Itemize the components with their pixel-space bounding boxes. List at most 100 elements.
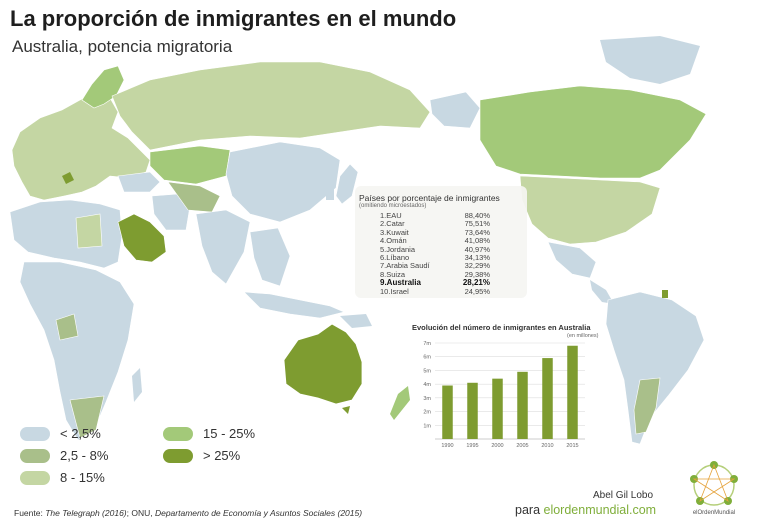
chart-ylabel: (en millones)	[567, 333, 599, 339]
russia-region	[111, 61, 431, 151]
bar	[467, 382, 478, 439]
ranking-country: 2.Catar	[380, 219, 405, 229]
x-tick-label: 2015	[566, 443, 578, 449]
map-subtitle: Australia, potencia migratoria	[12, 37, 233, 56]
greenland-region	[600, 36, 700, 84]
ranking-value: 24,95%	[464, 286, 490, 296]
legend-item: 8 - 15%	[20, 470, 105, 485]
legend-label: 8 - 15%	[60, 470, 105, 485]
bar	[542, 358, 553, 439]
switzerland-region	[62, 172, 74, 184]
ranking-country: 8.Suiza	[380, 269, 406, 279]
central-asia-region	[167, 181, 221, 213]
ranking-value: 34,13%	[464, 252, 490, 262]
ranking-country: 9.Australia	[380, 278, 421, 288]
ranking-country: 1.EAU	[380, 211, 402, 220]
ranking-value: 75,51%	[464, 219, 490, 229]
legend-swatch	[20, 426, 50, 441]
y-tick-label: 6m	[423, 355, 431, 361]
ranking-country: 10.Israel	[380, 286, 409, 296]
legend-item: 15 - 25%	[163, 426, 255, 441]
libya-region	[75, 213, 103, 249]
ranking-value: 73,64%	[464, 227, 490, 237]
immigrants-bar-chart: 1m 2m 3m 4m 5m 6m 7m 1990 1995 2000 2005 2010 2015	[423, 341, 585, 449]
french-guiana-region	[662, 290, 668, 298]
ranking-country: 7.Arabia Saudí	[380, 261, 430, 271]
ranking-row: 2.Catar 75,51%	[380, 219, 490, 229]
india-region	[195, 209, 251, 285]
australia-region	[283, 323, 363, 405]
site-link[interactable]: elordenmundial.com	[543, 503, 657, 517]
central-america-region	[590, 280, 614, 304]
chart-title: Evolución del número de inmigrantes en A…	[412, 323, 591, 332]
source-prefix: Fuente:	[14, 508, 46, 518]
bar	[492, 378, 503, 439]
y-tick-label: 4m	[423, 382, 431, 388]
ranking-value: 29,38%	[464, 269, 490, 279]
legend-label: > 25%	[203, 448, 241, 463]
japan-region	[335, 163, 359, 205]
legend-swatch	[20, 448, 50, 463]
kazakhstan-region	[149, 145, 231, 185]
bar	[442, 385, 453, 439]
legend-swatch	[163, 448, 193, 463]
bar	[517, 371, 528, 439]
site-credit: para elordenmundial.com	[515, 503, 656, 517]
x-tick-label: 2010	[541, 443, 553, 449]
new-zealand-region	[390, 386, 410, 420]
indonesia-region	[243, 291, 345, 319]
legend-swatch	[20, 470, 50, 485]
mexico-region	[547, 241, 597, 279]
argentina-region	[633, 377, 661, 435]
ranking-row: 6.Líbano 34,13%	[380, 252, 490, 262]
china-region	[225, 141, 341, 223]
south-america-region	[605, 291, 705, 445]
legend-item: 2,5 - 8%	[20, 448, 108, 463]
canada-region	[479, 85, 707, 179]
y-tick-label: 5m	[423, 368, 431, 374]
ranking-row: 1.EAU 88,40%	[380, 211, 490, 220]
ranking-country: 4.Omán	[380, 236, 407, 246]
x-tick-label: 1995	[466, 443, 478, 449]
ranking-value: 88,40%	[464, 211, 490, 220]
southeast-asia-region	[249, 227, 291, 287]
ranking-country: 5.Jordania	[380, 244, 416, 254]
ranking-row: 3.Kuwait 73,64%	[380, 227, 490, 237]
ranking-row: 8.Suiza 29,38%	[380, 269, 490, 279]
y-tick-label: 1m	[423, 423, 431, 429]
x-tick-label: 1990	[441, 443, 453, 449]
papua-region	[340, 314, 372, 328]
gabon-region	[55, 313, 79, 341]
usa-region	[519, 175, 661, 245]
bar	[567, 345, 578, 439]
ranking-value: 41,08%	[464, 236, 490, 246]
ranking-panel: Países por porcentaje de inmigrantes (om…	[355, 186, 527, 298]
ranking-value: 32,29%	[464, 261, 490, 271]
legend-item: > 25%	[163, 448, 240, 463]
ranking-subheading: (omitiendo microestados)	[359, 203, 427, 209]
ranking-row: 4.Omán 41,08%	[380, 236, 490, 246]
elordenmundial-logo: elOrdenMundial	[690, 461, 738, 516]
map-title: La proporción de inmigrantes en el mundo	[10, 6, 457, 31]
y-tick-label: 2m	[423, 410, 431, 416]
ranking-country: 3.Kuwait	[380, 227, 409, 237]
ranking-country: 6.Líbano	[380, 252, 410, 262]
legend-label: 2,5 - 8%	[60, 448, 109, 463]
legend-item: < 2,5%	[20, 426, 101, 441]
source-mid: ; ONU,	[126, 508, 155, 518]
korea-region	[326, 184, 334, 200]
ranking-list: 1.EAU 88,40% 2.Catar 75,51% 3.Kuwait 73,64%…	[380, 211, 490, 296]
site-prefix: para	[515, 503, 544, 517]
x-tick-label: 2005	[516, 443, 528, 449]
source-credit: Fuente: The Telegraph (2016); ONU, Depar…	[14, 508, 362, 518]
alaska-region	[429, 91, 481, 129]
svg-text:elOrdenMundial: elOrdenMundial	[693, 510, 735, 516]
y-tick-label: 7m	[423, 341, 431, 347]
source-telegraph: The Telegraph (2016)	[45, 508, 127, 518]
ranking-row: 10.Israel 24,95%	[380, 286, 490, 296]
author-name: Abel Gil Lobo	[593, 490, 654, 501]
ranking-value: 40,97%	[464, 244, 490, 254]
legend-label: < 2,5%	[60, 426, 101, 441]
y-tick-label: 3m	[423, 396, 431, 402]
